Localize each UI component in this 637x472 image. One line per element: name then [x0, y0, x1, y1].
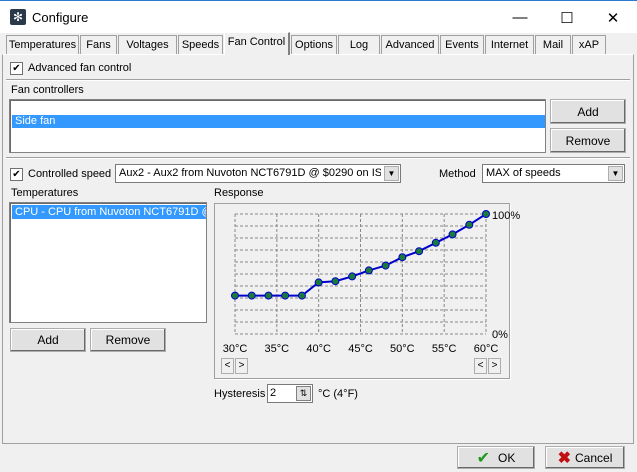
list-item[interactable]: CPU - CPU from Nuvoton NCT6791D @: [12, 205, 206, 219]
tab-log[interactable]: Log: [338, 35, 380, 54]
tab-speeds[interactable]: Speeds: [178, 35, 223, 54]
hysteresis-unit: °C (4°F): [318, 388, 358, 400]
chevron-down-icon[interactable]: ▼: [608, 166, 623, 181]
app-fan-icon: ✻: [10, 9, 26, 25]
left-min-shift-button[interactable]: <: [221, 358, 234, 374]
tab-fan-control[interactable]: Fan Control: [224, 32, 290, 55]
tab-options[interactable]: Options: [291, 35, 337, 54]
temperatures-label: Temperatures: [11, 187, 79, 199]
tab-advanced[interactable]: Advanced: [381, 35, 439, 54]
fan-controllers-label: Fan controllers: [11, 84, 84, 96]
response-point[interactable]: [314, 278, 323, 287]
response-point[interactable]: [415, 247, 424, 256]
y-tick-label: 100%: [492, 210, 520, 222]
right-min-shift-button[interactable]: >: [235, 358, 248, 374]
list-item[interactable]: Side fan: [12, 115, 545, 128]
x-tick-label: 40°C: [306, 343, 331, 355]
response-point[interactable]: [264, 291, 273, 300]
response-point[interactable]: [247, 291, 256, 300]
response-point[interactable]: [331, 277, 340, 286]
response-line: [235, 213, 487, 297]
y-tick-label: 0%: [492, 329, 508, 341]
response-point[interactable]: [381, 261, 390, 270]
response-point[interactable]: [348, 272, 357, 281]
spinner-icon[interactable]: ⇅: [296, 386, 311, 401]
close-button[interactable]: ✕: [606, 9, 620, 27]
method-select[interactable]: MAX of speeds ▼: [482, 164, 625, 183]
divider: [6, 79, 630, 81]
response-point[interactable]: [448, 230, 457, 239]
remove-fan-controller-button[interactable]: Remove: [550, 128, 626, 153]
advanced-fan-control-label: Advanced fan control: [28, 62, 132, 74]
window-title: Configure: [32, 10, 89, 25]
response-label: Response: [214, 187, 264, 199]
x-tick-label: 45°C: [348, 343, 373, 355]
minimize-button[interactable]: —: [512, 9, 528, 26]
temperatures-list[interactable]: CPU - CPU from Nuvoton NCT6791D @: [9, 202, 207, 323]
fan-control-panel: [2, 54, 634, 444]
response-point[interactable]: [431, 238, 440, 247]
controlled-speed-label: Controlled speed: [28, 168, 112, 180]
cancel-label: Cancel: [575, 450, 613, 465]
tab-voltages[interactable]: Voltages: [118, 35, 177, 54]
advanced-fan-control-checkbox[interactable]: ✔: [10, 62, 23, 75]
method-value: MAX of speeds: [486, 167, 561, 179]
tab-events[interactable]: Events: [440, 35, 484, 54]
ok-label: OK: [498, 450, 516, 465]
hysteresis-value: 2: [270, 387, 277, 399]
checkmark-icon: ✔: [476, 449, 491, 467]
maximize-button[interactable]: ☐: [560, 9, 574, 27]
chevron-down-icon[interactable]: ▼: [384, 166, 399, 181]
tab-mail[interactable]: Mail: [535, 35, 571, 54]
cancel-button[interactable]: ✖ Cancel: [545, 446, 625, 469]
tab-internet[interactable]: Internet: [485, 35, 534, 54]
x-tick-label: 50°C: [390, 343, 415, 355]
controlled-speed-checkbox[interactable]: ✔: [10, 168, 23, 181]
response-point[interactable]: [482, 210, 490, 218]
response-point[interactable]: [281, 291, 290, 300]
x-tick-label: 35°C: [265, 343, 290, 355]
response-point[interactable]: [297, 291, 306, 300]
x-tick-label: 55°C: [432, 343, 457, 355]
right-max-shift-button[interactable]: >: [488, 358, 501, 374]
left-max-shift-button[interactable]: <: [474, 358, 487, 374]
tab-temperatures[interactable]: Temperatures: [6, 35, 79, 54]
controlled-speed-value: Aux2 - Aux2 from Nuvoton NCT6791D @ $029…: [119, 167, 381, 179]
method-label: Method: [439, 168, 476, 180]
x-tick-label: 30°C: [223, 343, 248, 355]
response-point[interactable]: [398, 253, 407, 262]
controlled-speed-select[interactable]: Aux2 - Aux2 from Nuvoton NCT6791D @ $029…: [115, 164, 401, 183]
add-temperature-button[interactable]: Add: [10, 328, 86, 352]
response-graph-box: [214, 203, 510, 379]
tab-fans[interactable]: Fans: [80, 35, 117, 54]
add-fan-controller-button[interactable]: Add: [550, 99, 626, 124]
tab-xap[interactable]: xAP: [572, 35, 606, 54]
divider: [6, 157, 630, 159]
response-point[interactable]: [465, 220, 474, 229]
x-tick-label: 60°C: [474, 343, 499, 355]
hysteresis-label: Hysteresis: [214, 388, 266, 400]
title-bar: ✻ Configure — ☐ ✕: [0, 0, 637, 33]
ok-button[interactable]: ✔ OK: [457, 446, 535, 469]
response-point[interactable]: [231, 291, 239, 300]
response-point[interactable]: [364, 266, 373, 275]
cancel-x-icon: ✖: [557, 449, 572, 467]
remove-temperature-button[interactable]: Remove: [90, 328, 166, 352]
fan-controllers-list[interactable]: Side fan: [9, 99, 546, 153]
hysteresis-input[interactable]: 2 ⇅: [267, 384, 313, 403]
